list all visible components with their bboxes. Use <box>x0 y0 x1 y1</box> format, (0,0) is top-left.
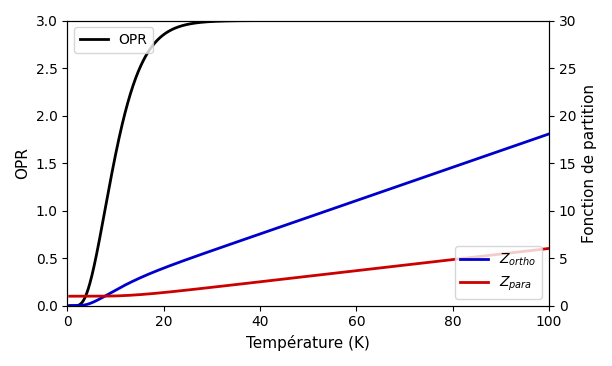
$Z_{para}$ <box>271 278 278 282</box>
OPR <box>121 113 128 118</box>
$Z_{ortho}$ <box>545 132 553 136</box>
Line: $Z_{ortho}$: $Z_{ortho}$ <box>70 134 549 306</box>
$Z_{para}$ <box>545 246 553 251</box>
$Z_{ortho}$ <box>536 135 543 139</box>
$Z_{para}$ <box>121 294 128 298</box>
Line: $Z_{para}$: $Z_{para}$ <box>70 249 549 296</box>
OPR <box>149 43 157 48</box>
Legend: OPR: OPR <box>74 27 153 53</box>
$Z_{ortho}$ <box>149 270 157 274</box>
OPR <box>250 18 257 23</box>
$Z_{ortho}$ <box>250 234 257 238</box>
$Z_{ortho}$ <box>66 303 73 308</box>
$Z_{para}$ <box>484 253 491 258</box>
OPR <box>536 18 543 23</box>
Y-axis label: Fonction de partition: Fonction de partition <box>582 83 597 243</box>
OPR <box>545 18 553 23</box>
$Z_{ortho}$ <box>271 227 278 231</box>
OPR <box>271 18 278 23</box>
$Z_{para}$ <box>66 294 73 298</box>
Legend: $Z_{ortho}$, $Z_{para}$: $Z_{ortho}$, $Z_{para}$ <box>455 246 542 299</box>
$Z_{para}$ <box>149 291 157 296</box>
$Z_{ortho}$ <box>484 153 491 157</box>
$Z_{para}$ <box>250 280 257 285</box>
Y-axis label: OPR: OPR <box>15 147 30 179</box>
OPR <box>484 18 491 23</box>
$Z_{para}$ <box>536 247 543 252</box>
$Z_{ortho}$ <box>121 283 128 288</box>
OPR <box>66 303 73 308</box>
Line: OPR: OPR <box>70 20 549 306</box>
X-axis label: Température (K): Température (K) <box>246 335 370 351</box>
